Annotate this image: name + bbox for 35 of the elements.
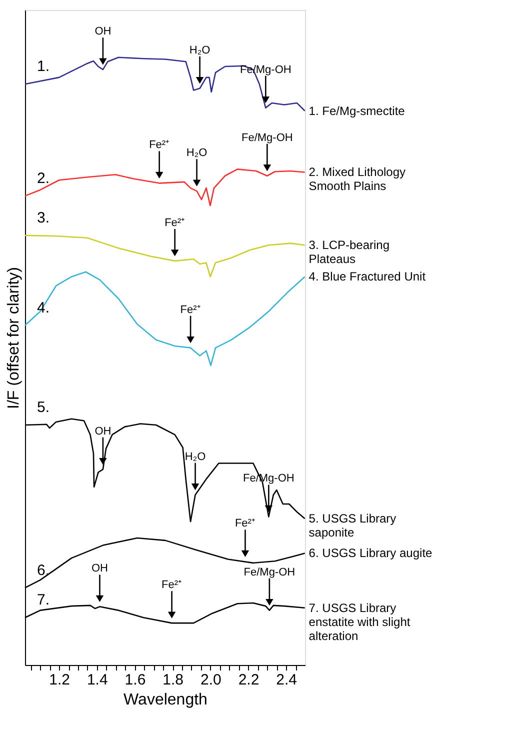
x-tick-label: 2.0 — [200, 672, 222, 688]
series-label: 4. Blue Fractured Unit — [308, 270, 426, 284]
annotation: Fe/Mg-OH — [244, 566, 296, 578]
annotation: Fe²⁺ — [162, 579, 182, 592]
series-label: 1. Fe/Mg-smectite — [308, 104, 406, 118]
x-tick-label: 1.2 — [49, 672, 70, 688]
series-label: 3. LCP-bearing Plateaus — [308, 238, 390, 266]
x-tick-label: 2.4 — [276, 672, 298, 688]
series-label: 7. USGS Library enstatite with slight alteration — [308, 600, 411, 643]
annotation: Fe/Mg-OH — [241, 132, 293, 144]
series-label: 5. USGS Library saponite — [308, 512, 396, 540]
annotation: 3. — [37, 209, 50, 226]
annotation: 7. — [37, 592, 50, 609]
x-tick-label: 1.6 — [124, 672, 146, 688]
annotation: Fe²⁺ — [164, 216, 186, 229]
annotation: 5. — [37, 398, 50, 416]
annotation: 6. — [37, 562, 50, 579]
annotation: H₂O — [189, 44, 211, 56]
annotation: H₂O — [186, 147, 208, 160]
x-tick-label: 1.8 — [162, 672, 184, 688]
annotation: H₂O — [184, 450, 206, 463]
x-tick-label: 2.2 — [238, 672, 260, 688]
annotation: Fe²⁺ — [180, 304, 201, 316]
y-axis-title: I/F (offset for clarity) — [6, 267, 22, 409]
x-tick-label: 1.4 — [86, 672, 108, 688]
annotation: OH — [94, 425, 112, 438]
annotation: OH — [91, 562, 108, 575]
annotation: Fe²⁺ — [149, 139, 170, 152]
series-label: 6. USGS Library augite — [308, 546, 433, 560]
x-axis-title: Wavelength — [124, 692, 208, 708]
annotation: Fe²⁺ — [234, 518, 256, 530]
annotation: OH — [94, 26, 112, 38]
annotation: 2. — [37, 170, 50, 187]
series-label: 2. Mixed Lithology Smooth Plains — [308, 165, 406, 194]
annotation: 1. — [37, 58, 50, 76]
